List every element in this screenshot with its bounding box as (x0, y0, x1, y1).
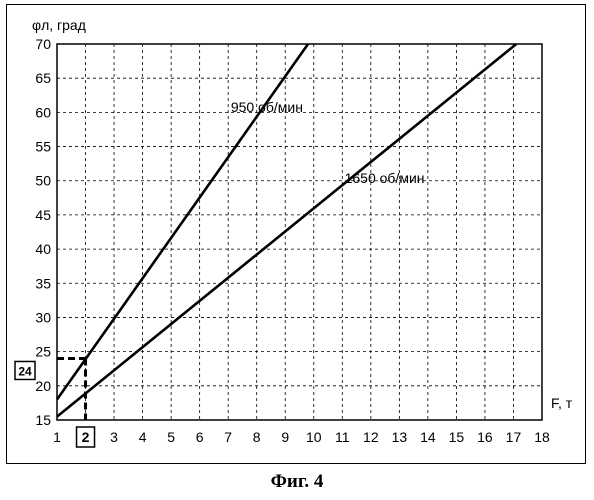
x-tick-label: 13 (392, 429, 408, 445)
x-tick-label: 8 (253, 429, 261, 445)
annotation-y-label: 24 (18, 364, 32, 378)
series-label: 950 об/мин (231, 99, 303, 115)
y-tick-label: 25 (35, 344, 51, 360)
x-tick-label: 16 (477, 429, 493, 445)
y-tick-label: 15 (35, 412, 51, 428)
x-tick-label: 4 (139, 429, 147, 445)
y-tick-label: 40 (35, 241, 51, 257)
x-tick-label: 18 (534, 429, 550, 445)
series-label: 1650 об/мин (345, 170, 425, 186)
series-lines: 950 об/мин 1650 об/мин (57, 44, 516, 417)
x-tick-label: 17 (506, 429, 522, 445)
x-tick-label: 5 (167, 429, 175, 445)
y-tick-label: 45 (35, 207, 51, 223)
annotation-x-label: 2 (82, 429, 90, 445)
figure-caption: Фиг. 4 (0, 471, 594, 493)
x-tick-label: 10 (306, 429, 322, 445)
y-tick-label: 35 (35, 275, 51, 291)
y-tick-label: 50 (35, 173, 51, 189)
y-axis-label: φл, град (32, 17, 86, 33)
x-tick-label: 6 (196, 429, 204, 445)
x-tick-label: 1 (53, 429, 61, 445)
x-tick-label: 14 (420, 429, 436, 445)
y-tick-labels: 15 20 25 30 35 40 45 50 55 60 65 70 (35, 36, 51, 428)
x-tick-label: 3 (110, 429, 118, 445)
y-tick-label: 70 (35, 36, 51, 52)
x-tick-label: 9 (281, 429, 289, 445)
x-tick-labels: 13456789101112131415161718 (53, 429, 550, 445)
y-tick-label: 30 (35, 309, 51, 325)
x-tick-label: 7 (224, 429, 232, 445)
x-axis-label: F, т (551, 395, 573, 411)
x-tick-label: 15 (449, 429, 465, 445)
x-tick-label: 11 (335, 429, 350, 445)
y-tick-label: 55 (35, 139, 51, 155)
y-tick-label: 65 (35, 70, 51, 86)
x-tick-label: 12 (363, 429, 379, 445)
y-tick-label: 60 (35, 104, 51, 120)
y-tick-label: 20 (35, 378, 51, 394)
series-line (57, 44, 308, 399)
